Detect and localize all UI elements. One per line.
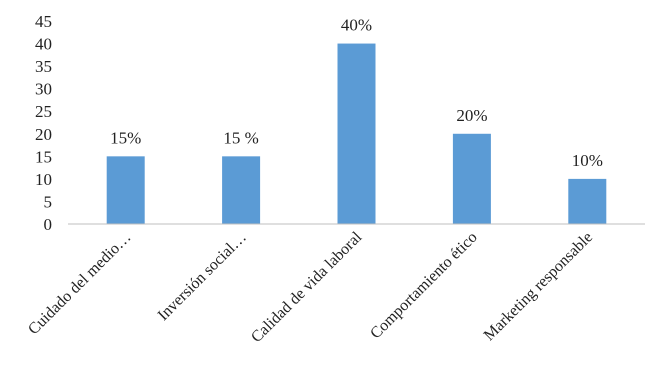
data-label: 15 % [223, 128, 258, 147]
bar-5 [568, 178, 607, 224]
bars [106, 43, 607, 224]
data-label: 10% [572, 151, 603, 170]
y-tick-label: 10 [35, 170, 52, 189]
category-label: Comportamiento ético [367, 229, 481, 343]
y-tick-label: 20 [35, 125, 52, 144]
data-labels: 15% 15 % 40% 20% 10% [110, 16, 603, 170]
y-tick-label: 25 [35, 102, 52, 121]
y-tick-label: 15 [35, 147, 52, 166]
bar-2 [222, 156, 261, 224]
x-axis: Cuidado del medio… Inversión social…Calid… [25, 223, 645, 346]
y-tick-label: 5 [44, 192, 53, 211]
data-label: 40% [341, 16, 372, 35]
y-tick-label: 45 [35, 12, 52, 31]
bar-3 [337, 43, 376, 224]
category-label: Cuidado del medio… [25, 229, 134, 338]
y-tick-label: 0 [44, 215, 53, 234]
bar-4 [452, 133, 491, 224]
data-label: 15% [110, 128, 141, 147]
y-tick-label: 40 [35, 35, 52, 54]
data-label: 20% [456, 106, 487, 125]
category-label: Marketing responsable [481, 229, 596, 344]
category-label: Inversión social… [155, 229, 250, 324]
category-label: Calidad de vida laboral [248, 228, 366, 346]
bar-1 [106, 156, 145, 224]
y-tick-label: 35 [35, 57, 52, 76]
y-axis: 0 5 10 15 20 25 30 35 40 45 [35, 12, 52, 234]
y-tick-label: 30 [35, 80, 52, 99]
